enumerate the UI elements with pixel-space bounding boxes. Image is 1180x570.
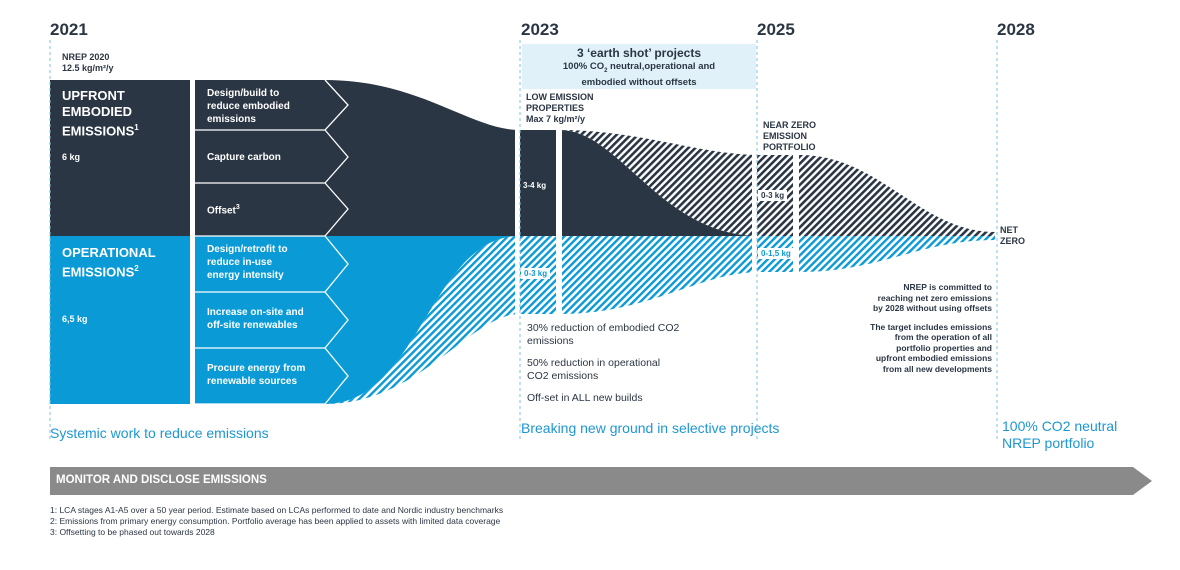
low-emission-max: Max 7 kg/m²/y [526, 114, 586, 124]
year-2023: 2023 [521, 20, 559, 39]
earthshot-box [522, 44, 756, 89]
nrep-2020-line1: NREP 2020 [62, 52, 110, 62]
block-divider [190, 80, 195, 404]
lever-column-operational [195, 236, 325, 404]
pill-2023-operational: 0-3 kg [521, 268, 551, 279]
monitor-banner-arrow [50, 467, 1152, 495]
target-line2: from the operation of all [894, 332, 992, 342]
target-line5: from all new developments [882, 363, 992, 374]
net-zero-label: NET ZERO [1000, 225, 1025, 247]
lever-5-line1: Increase on-site and [207, 307, 304, 318]
lever-6-line1: Procure energy from [207, 363, 306, 374]
goal-operational-line1: 50% reduction in operational [527, 357, 661, 369]
lever-3-label: Offset [207, 205, 236, 217]
year-2021: 2021 [50, 20, 88, 39]
target-line1: The target includes emissions [870, 321, 992, 332]
goal-embodied-line2: emissions [527, 335, 574, 347]
upfront-title-line1: UPFRONT [62, 88, 125, 103]
lever-chevrons [195, 79, 349, 405]
footnote-2: 2: Emissions from primary energy consump… [50, 516, 501, 526]
lever-1-line3: emissions [207, 114, 256, 125]
upfront-title-line2: EMBODIED [62, 104, 133, 119]
upfront-value: 6 kg [62, 152, 81, 162]
goal-embodied-line1: 30% reduction of embodied CO2 [527, 322, 680, 334]
lever-4-line3: energy intensity [207, 270, 284, 281]
operational-block [50, 236, 190, 404]
nrep-2020-value: 12.5 kg/m²/y [62, 63, 114, 73]
offset-footnote-ref: 3 [235, 204, 240, 211]
commitment-line1: NREP is committed to [903, 282, 992, 292]
low-emission-line2: PROPERTIES [526, 103, 585, 113]
phase-label-neutral: 100% CO2 neutral NREP portfolio [1002, 418, 1117, 452]
lever-6-line2: renewable sources [207, 376, 298, 387]
commitment-line3: by 2028 without using offsets [872, 303, 992, 313]
upfront-footnote-ref: 1 [134, 123, 139, 132]
earthshot-line1-b: neutral,operational and [607, 61, 716, 72]
year-2028: 2028 [997, 20, 1035, 39]
near-zero-line2: EMISSION [763, 131, 808, 141]
upfront-title: UPFRONT EMBODIED EMISSIONS1 [62, 88, 139, 139]
near-zero-line3: PORTFOLIO [763, 142, 816, 152]
operational-footnote-ref: 2 [134, 264, 139, 273]
operational-flow-solid [325, 236, 520, 404]
goal-offset: Off-set in ALL new builds [527, 392, 643, 404]
near-zero-label: NEAR ZERO EMISSION PORTFOLIO [763, 120, 816, 153]
earthshot-co2-sub: 2 [604, 67, 608, 74]
goals-2023: 30% reduction of embodied CO2 emissions … [527, 322, 679, 405]
monitor-banner-label: MONITOR AND DISCLOSE EMISSIONS [56, 474, 267, 486]
lever-4-line2: reduce in-use [207, 257, 273, 268]
near-zero-line1: NEAR ZERO [763, 120, 817, 130]
lever-design-build: Design/build to reduce embodied emission… [207, 87, 290, 126]
low-emission-label: LOW EMISSION PROPERTIES Max 7 kg/m²/y [526, 92, 594, 125]
earthshot-text: 3 ‘earth shot’ projects 100% CO2 neutral… [522, 46, 756, 89]
year-2025: 2025 [757, 20, 795, 39]
phase-neutral-line1: 100% CO2 neutral [1002, 418, 1118, 434]
commitment-text: NREP is committed to reaching net zero e… [820, 282, 992, 374]
earthshot-line2: embodied without offsets [581, 76, 697, 88]
phase-label-systemic: Systemic work to reduce emissions [50, 425, 269, 441]
footnote-1: 1: LCA stages A1-A5 over a 50 year perio… [50, 505, 504, 515]
lever-4-line1: Design/retrofit to [207, 244, 288, 255]
lever-1-line2: reduce embodied [207, 101, 290, 112]
footnotes: 1: LCA stages A1-A5 over a 50 year perio… [50, 505, 503, 538]
lever-5-line2: off-site renewables [207, 320, 298, 331]
operational-title-line2: EMISSIONS [62, 264, 135, 280]
low-emission-line1: LOW EMISSION [526, 92, 594, 102]
footnote-3: 3: Offsetting to be phased out towards 2… [50, 527, 215, 537]
embodied-flow-hatched [325, 80, 995, 236]
gap-2023 [556, 120, 562, 320]
phase-label-breaking: Breaking new ground in selective project… [521, 420, 780, 436]
target-line3: portfolio properties and [896, 342, 992, 353]
gap-2025 [793, 150, 799, 280]
earthshot-line1-a: 100% CO [562, 61, 605, 72]
earthshot-title: 3 ‘earth shot’ projects [576, 46, 702, 60]
lever-renewables: Increase on-site and off-site renewables [207, 306, 304, 332]
gap-2025-left [752, 150, 757, 280]
operational-flow-hatched [325, 236, 995, 404]
lever-capture-carbon: Capture carbon [207, 152, 281, 163]
lever-1-line1: Design/build to [207, 88, 280, 99]
phase-neutral-line2: NREP portfolio [1002, 435, 1095, 451]
lever-column-upfront [195, 80, 325, 236]
pill-2025-embodied: 0-3 kg [758, 190, 788, 201]
operational-title-line1: OPERATIONAL [62, 245, 156, 260]
goal-operational-line2: CO2 emissions [527, 370, 599, 382]
lever-design-retrofit: Design/retrofit to reduce in-use energy … [207, 243, 288, 282]
pill-2023-embodied: 3-4 kg [523, 181, 547, 190]
operational-value: 6,5 kg [62, 314, 88, 324]
gap-2023-left [515, 120, 520, 320]
target-line4: upfront embodied emissions [875, 353, 992, 363]
lever-offset: Offset3 [207, 204, 240, 216]
upfront-block [50, 80, 190, 236]
operational-title: OPERATIONAL EMISSIONS2 [62, 245, 156, 280]
col-2023-embodied [520, 130, 556, 236]
net-zero-line2: ZERO [1000, 236, 1026, 246]
nrep-2020-label: NREP 2020 12.5 kg/m²/y [62, 52, 114, 74]
net-zero-line1: NET [1000, 225, 1018, 235]
commitment-line2: reaching net zero emissions [877, 292, 992, 303]
upfront-title-line3: EMISSIONS [62, 123, 135, 139]
lever-procure-energy: Procure energy from renewable sources [207, 362, 305, 388]
pill-2025-operational: 0-1,5 kg [758, 248, 794, 259]
